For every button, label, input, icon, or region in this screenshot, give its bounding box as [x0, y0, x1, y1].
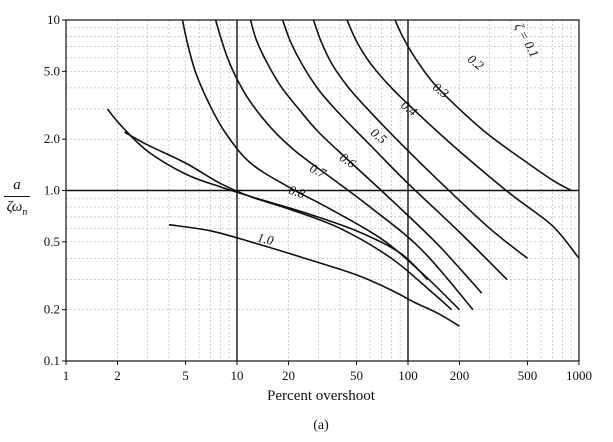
zeta-curve-label: 0.8: [287, 182, 308, 201]
zeta-curve: [346, 19, 580, 259]
x-tick-label: 5: [182, 368, 189, 383]
y-tick-label: 2.0: [44, 131, 60, 146]
x-tick-label: 200: [450, 368, 470, 383]
y-axis-label-denominator: ζωn: [2, 197, 32, 218]
y-tick-label: 0.5: [44, 234, 60, 249]
zeta-curve: [106, 108, 429, 281]
zeta-curve: [168, 223, 460, 327]
y-axis-label-denominator-symbol: ζω: [6, 199, 23, 215]
zeta-curve-label: 0.4: [398, 97, 420, 119]
y-axis-label: a ζωn: [2, 178, 32, 218]
zeta-curve-label: 0.7: [307, 160, 329, 181]
x-tick-label: 100: [398, 368, 418, 383]
zeta-curve-label: ζ = 0.1: [512, 20, 543, 60]
y-tick-label: 10: [47, 12, 60, 27]
y-axis-label-fraction-bar: [4, 196, 30, 197]
x-tick-label: 50: [350, 368, 363, 383]
zeta-curve: [124, 131, 453, 311]
zeta-curve-label: 1.0: [256, 230, 276, 248]
x-tick-label: 20: [282, 368, 295, 383]
zeta-curve: [214, 19, 474, 311]
zeta-curve-label: 0.2: [465, 51, 487, 73]
zeta-curve: [281, 19, 508, 281]
figure-caption: (a): [313, 418, 329, 433]
x-tick-label: 1: [63, 368, 70, 383]
x-axis-label: Percent overshoot: [267, 388, 375, 404]
y-tick-label: 1.0: [44, 183, 60, 198]
y-tick-label: 5.0: [44, 63, 60, 78]
zeta-curve-label: 0.5: [368, 125, 390, 147]
x-tick-label: 10: [231, 368, 244, 383]
x-tick-label: 500: [518, 368, 538, 383]
y-axis-label-denominator-subscript: n: [22, 207, 28, 218]
x-tick-label: 1000: [566, 368, 592, 383]
y-tick-label: 0.2: [44, 302, 60, 317]
zeta-curve: [394, 19, 572, 192]
zeta-curve: [312, 19, 529, 259]
data-curves: ζ = 0.10.20.30.40.50.60.70.81.0: [106, 19, 580, 327]
x-tick-label: 2: [114, 368, 121, 383]
y-tick-label: 0.1: [44, 353, 60, 368]
y-axis-label-numerator: a: [13, 177, 21, 193]
zeta-curve: [249, 19, 483, 294]
